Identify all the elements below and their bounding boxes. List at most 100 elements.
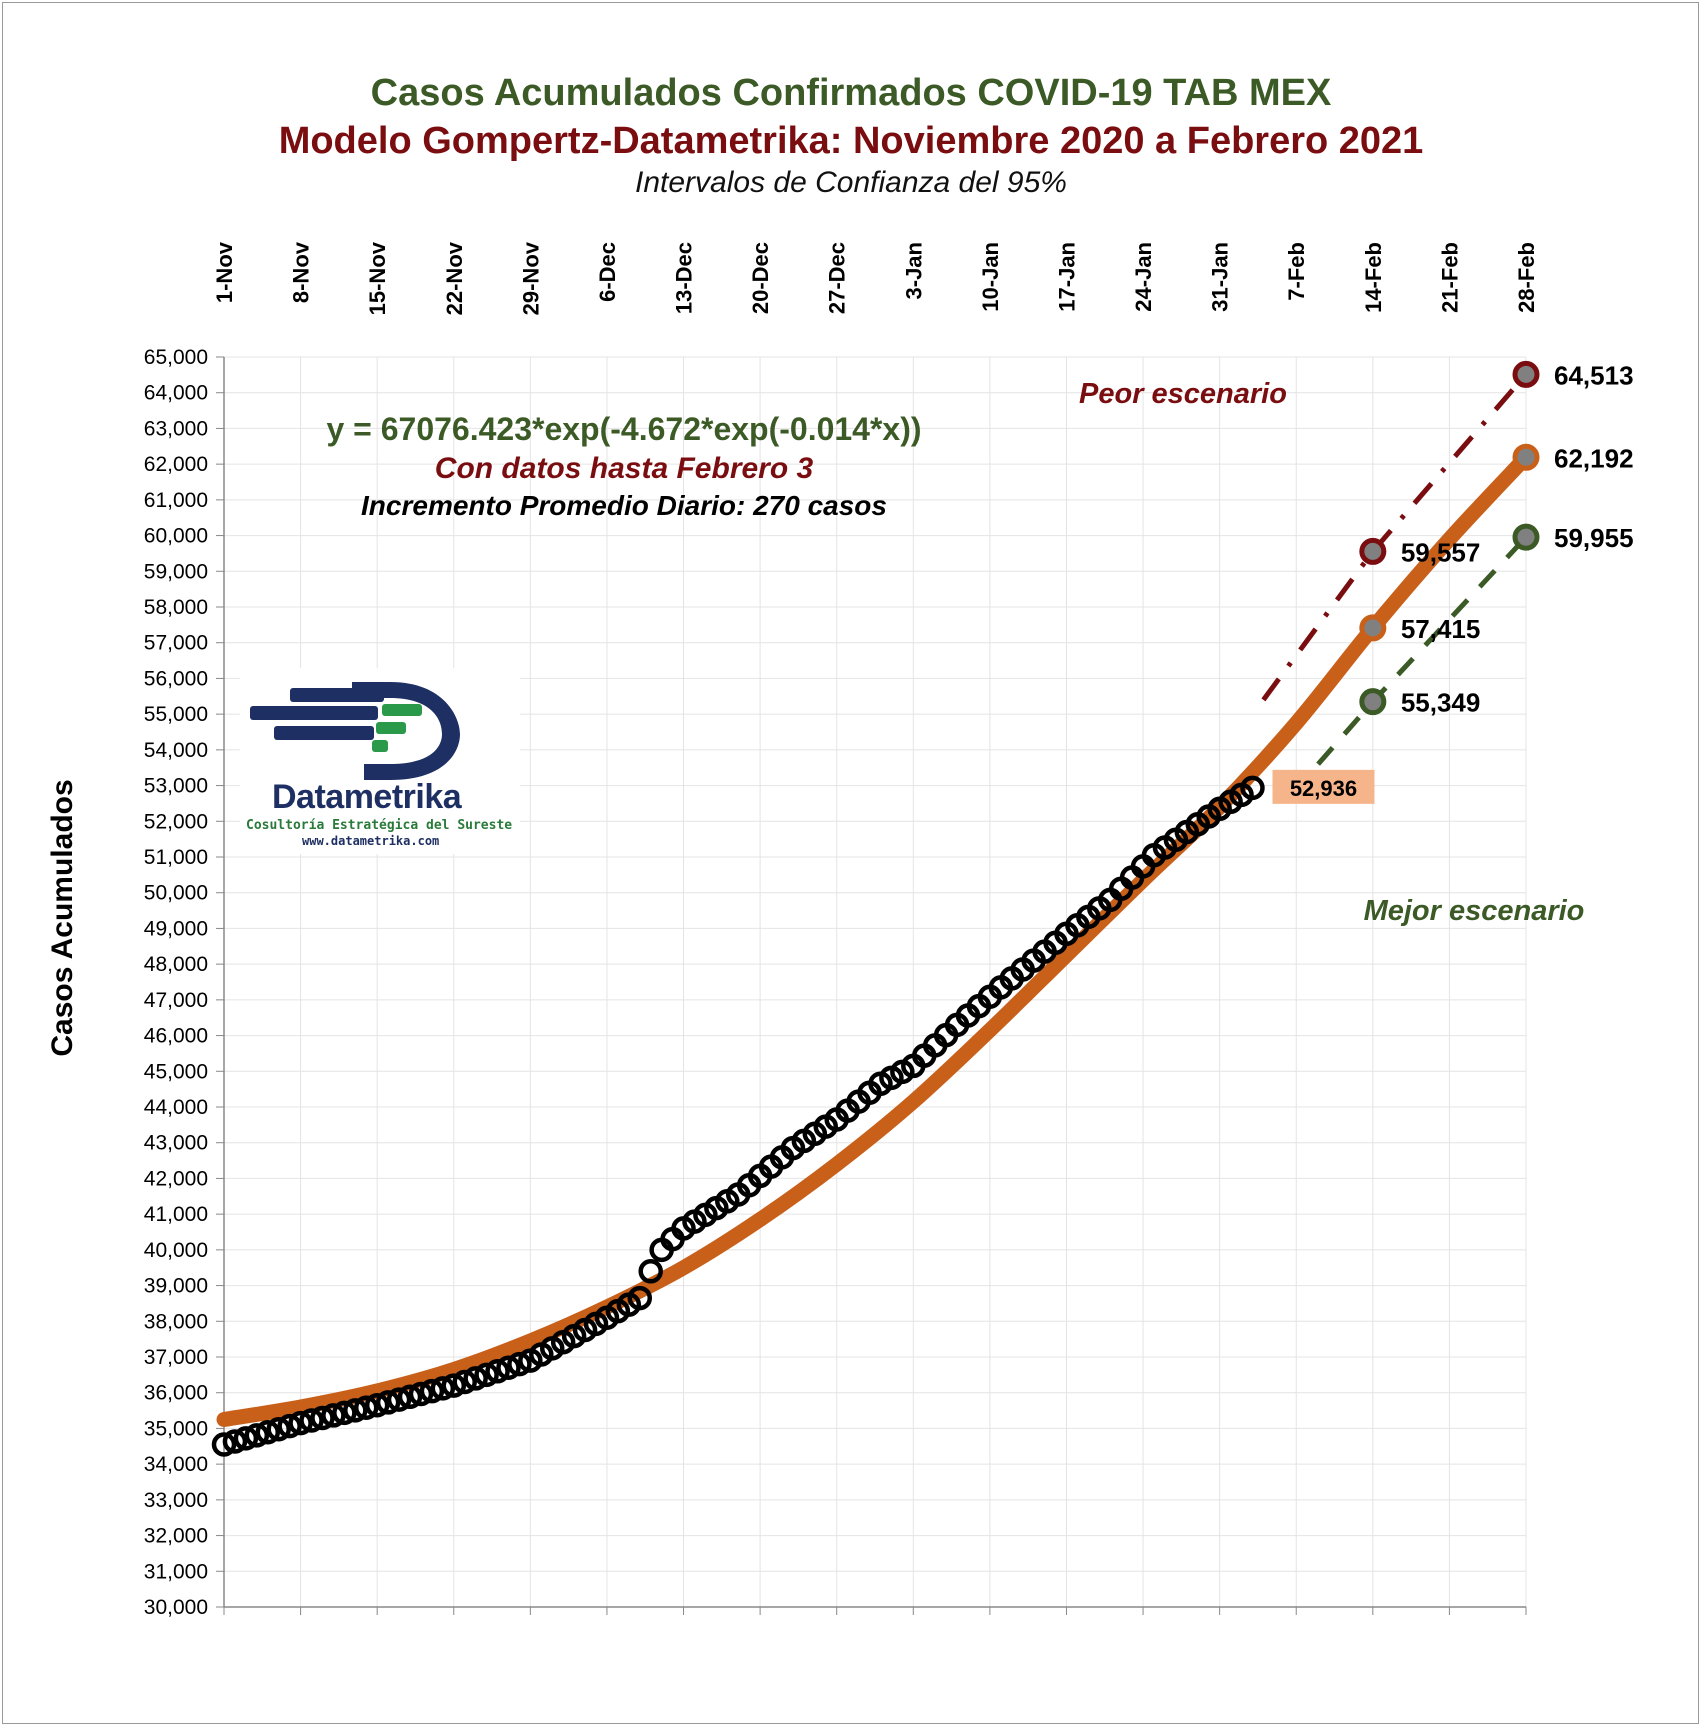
observed-point xyxy=(288,1410,313,1436)
axes xyxy=(216,356,1527,1615)
x-tick-label: 17-Jan xyxy=(1054,242,1079,312)
y-tick-label: 39,000 xyxy=(144,1275,208,1298)
observed-point xyxy=(1240,775,1265,801)
y-tick-label: 45,000 xyxy=(144,1060,208,1083)
y-tick-label: 44,000 xyxy=(144,1096,208,1119)
observed-point xyxy=(496,1355,521,1380)
worst-scenario-label: Peor escenario xyxy=(1079,378,1287,410)
chart-subtitle: Modelo Gompertz-Datametrika: Noviembre 2… xyxy=(278,120,1424,162)
point-labels: 59,557 64,513 55,349 59,955 57,415 62,192 52,9… xyxy=(1272,360,1634,804)
observed-point xyxy=(310,1405,335,1431)
scenario-series xyxy=(1261,360,1540,766)
model-series xyxy=(216,449,1534,1427)
model-marker xyxy=(1512,443,1540,471)
y-tick-label: 35,000 xyxy=(144,1417,208,1440)
x-tick-label: 15-Nov xyxy=(365,241,390,315)
y-tick-label: 60,000 xyxy=(144,525,208,548)
y-tick-label: 59,000 xyxy=(144,560,208,583)
data-cutoff-annotation: Con datos hasta Febrero 3 xyxy=(435,452,814,485)
y-tick-label: 36,000 xyxy=(144,1382,208,1405)
x-tick-label: 21-Feb xyxy=(1437,242,1462,313)
y-tick-label: 51,000 xyxy=(144,846,208,869)
x-tick-labels: 1-Nov 8-Nov 15-Nov 22-Nov 29-Nov 6-Dec 13-Dec 2… xyxy=(212,241,1539,315)
y-tick-labels: 30,000 31,000 32,000 33,000 34,000 35,000 36,0… xyxy=(144,346,208,1619)
y-tick-label: 41,000 xyxy=(144,1203,208,1226)
y-tick-label: 56,000 xyxy=(144,667,208,690)
logo-bar xyxy=(382,704,422,716)
y-tick-label: 63,000 xyxy=(144,417,208,440)
observed-point xyxy=(353,1395,379,1421)
x-tick-label: 28-Feb xyxy=(1514,242,1539,313)
y-tick-label: 54,000 xyxy=(144,739,208,762)
logo-bar xyxy=(274,726,374,740)
y-tick-label: 55,000 xyxy=(144,703,208,726)
y-tick-label: 46,000 xyxy=(144,1025,208,1048)
worst-case-value-label: 59,557 xyxy=(1401,537,1481,567)
y-tick-label: 37,000 xyxy=(144,1346,208,1369)
observed-point xyxy=(386,1387,412,1412)
y-tick-label: 49,000 xyxy=(144,917,208,940)
y-tick-label: 30,000 xyxy=(144,1596,208,1619)
observed-point xyxy=(343,1398,368,1423)
observed-point xyxy=(375,1390,401,1415)
last-observed-label-bg xyxy=(1272,769,1375,804)
avg-increase-annotation: Incremento Promedio Diario: 270 casos xyxy=(361,490,887,521)
observed-point xyxy=(364,1392,390,1418)
x-tick-label: 27-Dec xyxy=(825,242,850,314)
observed-point xyxy=(397,1384,423,1410)
worst-case-line xyxy=(1261,372,1528,702)
y-tick-label: 38,000 xyxy=(144,1310,208,1333)
worst-case-marker xyxy=(1512,360,1540,388)
observed-point xyxy=(222,1429,248,1454)
logo-d-mark xyxy=(352,682,460,780)
x-tick-label: 8-Nov xyxy=(289,241,314,303)
worst-case-value-label: 64,513 xyxy=(1554,360,1634,390)
logo-name: Datametrika xyxy=(272,778,462,816)
x-tick-label: 14-Feb xyxy=(1361,242,1386,313)
chart-caption: Intervalos de Confianza del 95% xyxy=(635,166,1067,199)
y-tick-label: 53,000 xyxy=(144,775,208,798)
observed-point xyxy=(233,1426,259,1451)
logo-tagline: Cosultoría Estratégica del Sureste xyxy=(246,818,513,833)
best-scenario-label: Mejor escenario xyxy=(1364,895,1585,927)
y-tick-label: 52,000 xyxy=(144,810,208,833)
grid-lines xyxy=(223,356,1527,1608)
observed-point xyxy=(463,1366,488,1391)
best-case-marker xyxy=(1512,523,1540,551)
observed-point xyxy=(474,1362,499,1388)
observed-point xyxy=(419,1378,445,1404)
y-tick-label: 31,000 xyxy=(144,1560,208,1583)
x-tick-label: 6-Dec xyxy=(595,242,620,302)
x-tick-label: 1-Nov xyxy=(212,241,237,303)
y-tick-label: 62,000 xyxy=(144,453,208,476)
observed-point xyxy=(638,1259,663,1284)
y-tick-label: 43,000 xyxy=(144,1132,208,1155)
observed-point xyxy=(299,1408,324,1433)
logo-bar xyxy=(250,706,378,720)
y-tick-label: 65,000 xyxy=(144,346,208,369)
x-tick-label: 22-Nov xyxy=(442,241,467,315)
x-tick-label: 10-Jan xyxy=(978,242,1003,312)
observed-point xyxy=(321,1403,346,1428)
y-tick-label: 50,000 xyxy=(144,882,208,905)
observed-point xyxy=(244,1423,270,1448)
x-tick-label: 3-Jan xyxy=(901,242,926,299)
x-tick-label: 24-Jan xyxy=(1131,242,1156,312)
observed-point xyxy=(277,1413,302,1439)
x-tick-label: 31-Jan xyxy=(1208,242,1233,312)
datametrika-logo: Datametrika Cosultoría Estratégica del S… xyxy=(240,668,520,854)
y-tick-label: 47,000 xyxy=(144,989,208,1012)
observed-point xyxy=(211,1432,237,1457)
logo-url: www.datametrika.com xyxy=(302,834,440,848)
model-marker xyxy=(1359,614,1387,642)
y-tick-label: 58,000 xyxy=(144,596,208,619)
equation-annotation: y = 67076.423*exp(-4.672*exp(-0.014*x)) xyxy=(326,411,921,447)
best-case-value-label: 55,349 xyxy=(1401,688,1481,718)
observed-point xyxy=(485,1359,510,1384)
observed-point xyxy=(452,1369,477,1395)
x-tick-label: 20-Dec xyxy=(748,242,773,314)
logo-bar xyxy=(372,740,388,752)
observed-point xyxy=(430,1376,456,1401)
y-tick-label: 48,000 xyxy=(144,953,208,976)
